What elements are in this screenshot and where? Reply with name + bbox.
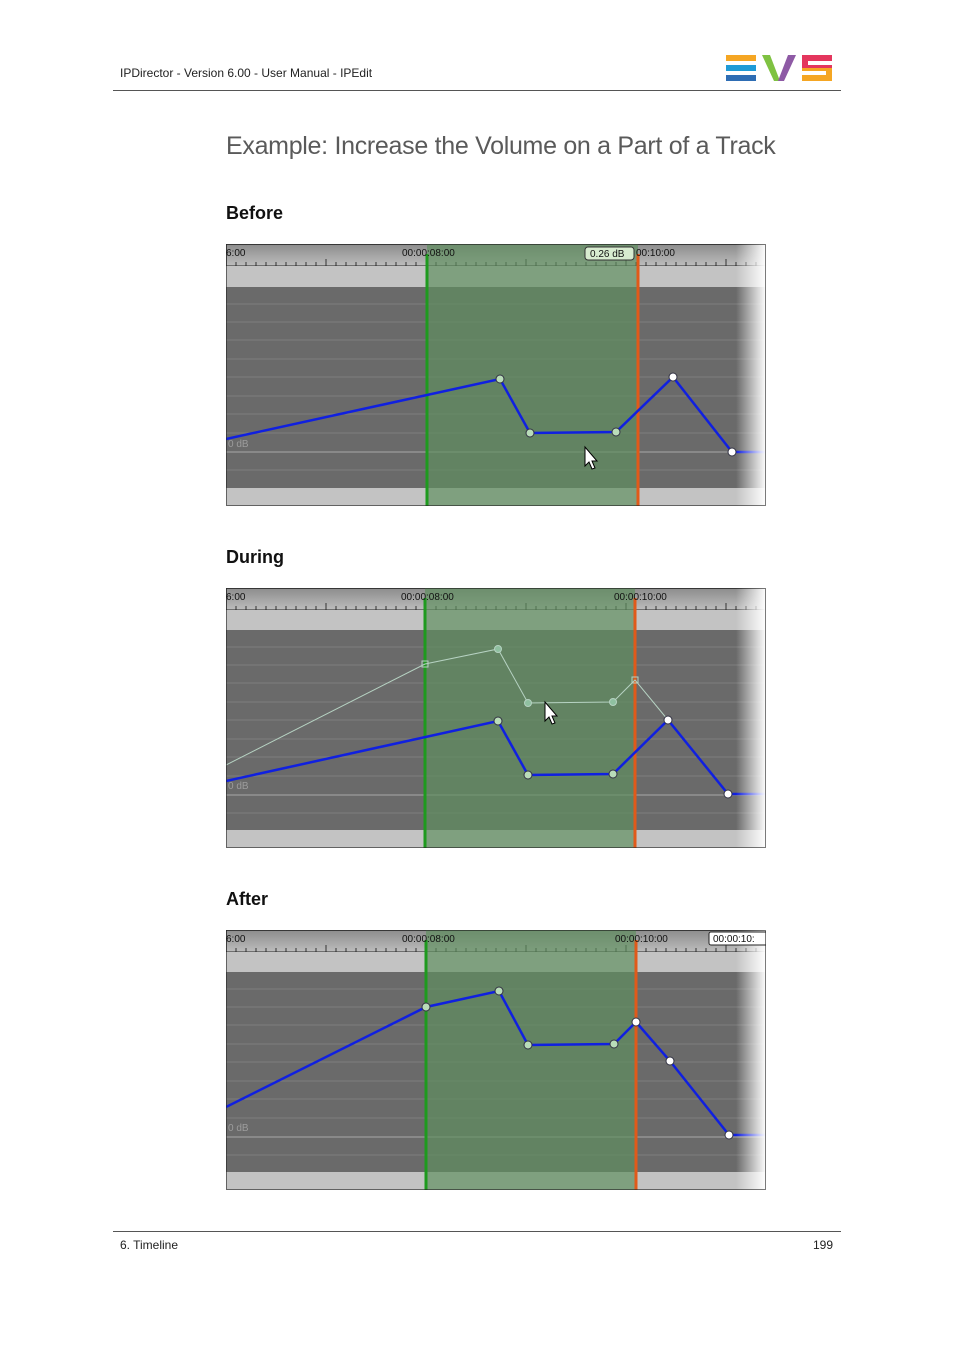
keyframe-points — [421, 986, 734, 1140]
timeline-screenshot-during: 6:00 00:00:08:00 00:00:10:00 0 dB — [226, 588, 766, 850]
db-badge: 0.26 dB — [590, 249, 625, 260]
right-fade — [736, 588, 766, 848]
keyframe-points — [493, 715, 733, 799]
footer-page-number: 199 — [812, 1238, 833, 1252]
timecode-mid: 00:00:08:00 — [402, 248, 455, 259]
keyframe-point — [421, 660, 429, 668]
header-title: IPDirector - Version 6.00 - User Manual … — [120, 66, 373, 80]
timecode-mid: 00:00:08:00 — [402, 934, 455, 945]
keyframe-point — [631, 676, 639, 684]
logo-bar-1 — [726, 55, 756, 61]
footer-chapter: 6. Timeline — [120, 1238, 179, 1252]
keyframe-point — [494, 986, 504, 996]
selection-zone — [426, 930, 636, 1190]
arrow-cursor-icon — [584, 445, 599, 470]
section-label-during: During — [226, 547, 284, 567]
logo-bar-2 — [726, 65, 756, 71]
right-fade — [736, 930, 766, 1190]
db-badge-box — [584, 246, 635, 261]
keyframe-point — [727, 447, 737, 457]
evs-logo — [726, 55, 832, 81]
timecode-right: 00:10:00 — [636, 248, 675, 259]
logo-bar-3 — [726, 75, 756, 81]
logo-s-bottom — [802, 68, 832, 81]
keyframe-point — [523, 1040, 533, 1050]
header-divider — [113, 90, 841, 91]
timecode-right: 00:00:10:00 — [615, 934, 668, 945]
keyframe-point — [663, 715, 673, 725]
keyframe-point — [524, 699, 532, 707]
timecode-left: 6:00 — [226, 934, 246, 945]
section-label-before: Before — [226, 203, 284, 223]
keyframe-point — [611, 427, 621, 437]
selection-zone — [425, 588, 635, 848]
timecode-box — [708, 931, 766, 946]
footer-divider — [113, 1231, 841, 1232]
keyframe-point — [525, 428, 535, 438]
keyframe-point — [723, 789, 733, 799]
keyframe-point — [495, 374, 505, 384]
arrow-cursor-icon — [544, 700, 559, 725]
logo-s-top — [802, 55, 832, 68]
timecode-mid: 00:00:08:00 — [401, 592, 454, 603]
right-fade — [736, 244, 766, 506]
logo-v-left — [762, 55, 780, 81]
keyframe-point — [609, 1039, 619, 1049]
keyframe-point — [421, 1002, 431, 1012]
zero-db-label: 0 dB — [228, 781, 249, 792]
keyframe-point — [523, 770, 533, 780]
logo-v-right — [778, 55, 796, 81]
timeline-screenshot-before: 6:00 00:00:08:00 00:10:00 0.26 dB 0 dB — [226, 244, 766, 506]
timecode-left: 6:00 — [226, 592, 246, 603]
timeline-screenshot-after: 6:00 00:00:08:00 00:00:10:00 00:00:10: 0… — [226, 930, 766, 1192]
preview-keyframe-points — [421, 645, 639, 707]
keyframe-points — [495, 372, 737, 457]
keyframe-point — [494, 645, 502, 653]
zero-db-label: 0 dB — [228, 1123, 249, 1134]
keyframe-point — [665, 1056, 675, 1066]
selection-zone — [427, 244, 638, 506]
keyframe-point — [608, 769, 618, 779]
page-title: Example: Increase the Volume on a Part o… — [226, 132, 776, 160]
keyframe-point — [493, 716, 503, 726]
keyframe-point — [668, 372, 678, 382]
timecode-box-text: 00:00:10: — [713, 934, 755, 945]
section-label-after: After — [226, 889, 269, 909]
zero-db-label: 0 dB — [228, 439, 249, 450]
timecode-right: 00:00:10:00 — [614, 592, 667, 603]
keyframe-point — [609, 698, 617, 706]
keyframe-point — [631, 1017, 641, 1027]
keyframe-point — [724, 1130, 734, 1140]
timecode-left: 6:00 — [226, 248, 246, 259]
